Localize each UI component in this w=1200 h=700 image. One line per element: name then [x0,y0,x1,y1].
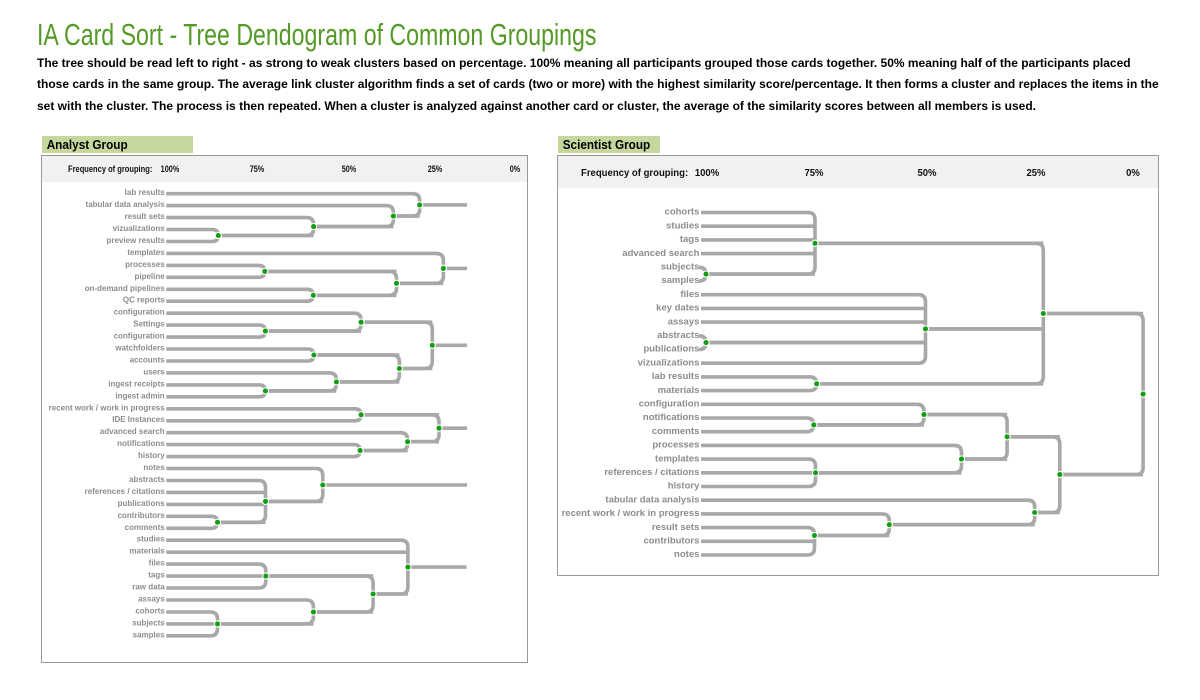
svg-text:materials: materials [130,547,166,556]
svg-text:notes: notes [674,549,699,560]
svg-text:studies: studies [137,535,166,544]
svg-text:pipeline: pipeline [134,272,165,281]
svg-text:advanced search: advanced search [100,427,165,436]
svg-text:references / citations: references / citations [85,487,166,496]
svg-text:contributors: contributors [643,536,699,547]
svg-text:tabular data analysis: tabular data analysis [605,494,699,505]
svg-text:on-demand pipelines: on-demand pipelines [85,284,166,293]
svg-text:assays: assays [138,595,165,604]
svg-text:history: history [138,451,165,460]
svg-text:vizualizations: vizualizations [637,357,699,368]
svg-text:templates: templates [127,248,165,257]
svg-text:templates: templates [655,453,699,464]
svg-text:ingest receipts: ingest receipts [108,379,165,388]
svg-text:contributors: contributors [118,511,166,520]
svg-text:preview results: preview results [106,236,165,245]
svg-text:lab results: lab results [651,371,699,382]
svg-text:configuration: configuration [638,399,699,410]
svg-text:key dates: key dates [656,303,699,314]
svg-text:materials: materials [657,385,699,396]
svg-text:QC reports: QC reports [123,296,165,305]
svg-text:vizualizations: vizualizations [113,224,166,233]
svg-text:history: history [667,481,699,492]
svg-text:abstracts: abstracts [657,330,699,341]
svg-text:comments: comments [125,523,166,532]
svg-text:users: users [143,367,165,376]
svg-text:assays: assays [667,316,699,327]
svg-text:lab results: lab results [125,188,166,197]
svg-text:samples: samples [661,275,699,286]
svg-text:references / citations: references / citations [604,467,699,478]
svg-text:publications: publications [118,499,166,508]
svg-text:subjects: subjects [660,262,699,273]
svg-text:watchfolders: watchfolders [114,344,165,353]
svg-text:notifications: notifications [642,412,698,423]
svg-text:cohorts: cohorts [135,606,165,615]
svg-text:files: files [149,559,166,568]
svg-text:recent work / work in progress: recent work / work in progress [561,508,699,519]
svg-text:files: files [680,289,699,300]
svg-text:processes: processes [125,260,165,269]
svg-text:subjects: subjects [132,618,165,627]
svg-text:configuration: configuration [114,332,165,341]
svg-text:advanced search: advanced search [622,248,699,259]
svg-text:tags: tags [679,234,699,245]
svg-text:tabular data analysis: tabular data analysis [86,200,166,209]
svg-text:ingest admin: ingest admin [115,391,164,400]
svg-text:cohorts: cohorts [664,207,699,218]
svg-text:accounts: accounts [130,356,166,365]
svg-text:samples: samples [133,630,166,639]
svg-text:publications: publications [643,344,699,355]
svg-text:comments: comments [651,426,699,437]
svg-text:processes: processes [652,440,699,451]
svg-text:result sets: result sets [651,522,699,533]
svg-text:IDE Instances: IDE Instances [112,415,165,424]
svg-text:raw data: raw data [132,583,165,592]
svg-text:result sets: result sets [125,212,166,221]
svg-text:studies: studies [666,220,699,231]
svg-text:tags: tags [148,571,165,580]
svg-text:configuration: configuration [114,308,165,317]
svg-text:notes: notes [143,463,165,472]
svg-text:recent work / work in progress: recent work / work in progress [49,403,166,412]
svg-text:Settings: Settings [133,320,165,329]
svg-text:notifications: notifications [117,439,165,448]
svg-text:abstracts: abstracts [129,475,165,484]
